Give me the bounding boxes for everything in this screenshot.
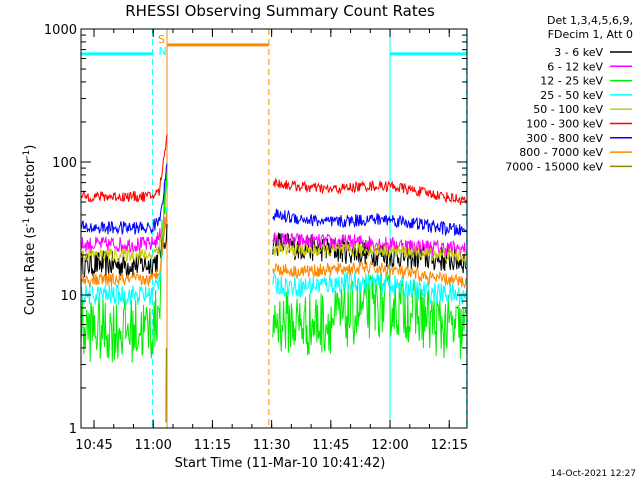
legend-entry: 50 - 100 keV: [533, 103, 632, 116]
y-tick-label: 100: [52, 156, 77, 171]
chart-title: RHESSI Observing Summary Count Rates: [125, 2, 435, 20]
legend-entry: 25 - 50 keV: [540, 89, 632, 102]
series-line: [80, 216, 467, 257]
legend-header-2: FDecim 1, Att 0: [548, 28, 633, 41]
y-tick-label: 10: [60, 289, 77, 304]
series-line: [80, 207, 467, 307]
series-line: [80, 211, 467, 263]
x-tick-label: 11:45: [312, 438, 349, 453]
x-tick-label: 11:00: [134, 438, 171, 453]
legend-header-1: Det 1,3,4,5,6,9,: [547, 14, 633, 27]
legend-label: 25 - 50 keV: [540, 89, 603, 102]
axes: [80, 28, 468, 429]
plot-frame: [80, 28, 468, 429]
y-tick-label: 1000: [44, 23, 77, 38]
y-axis-label-sup1: -1: [22, 218, 32, 227]
series-line: [80, 172, 467, 363]
legend-label: 100 - 300 keV: [526, 118, 603, 131]
series-line: [80, 163, 467, 237]
y-axis-label-sup2: -1: [22, 150, 32, 159]
x-axis-label: Start Time (11-Mar-10 10:41:42): [175, 456, 386, 471]
x-tick-label: 12:00: [371, 438, 408, 453]
x-ticks: 10:45 11:00 11:15 11:30 11:45 12:00 12:15: [75, 29, 468, 453]
x-tick-label: 11:30: [253, 438, 290, 453]
x-tick-label: 12:15: [431, 438, 468, 453]
legend-label: 12 - 25 keV: [540, 75, 603, 88]
saa-marker-label: S: [158, 33, 165, 46]
series-line: [80, 212, 467, 289]
legend-label: 300 - 800 keV: [526, 132, 603, 145]
y-axis-label-main: Count Rate (s: [23, 227, 38, 316]
y-axis-label-end: ): [23, 145, 38, 150]
y-ticks: 1 10 100 1000: [44, 23, 467, 437]
legend: Det 1,3,4,5,6,9, FDecim 1, Att 0 3 - 6 k…: [505, 14, 633, 173]
legend-entry: 3 - 6 keV: [554, 46, 632, 59]
night-marker-label: N: [158, 45, 166, 58]
footer-date: 14-Oct-2021 12:27: [551, 469, 636, 479]
legend-entry: 12 - 25 keV: [540, 75, 632, 88]
x-tick-label: 10:45: [75, 438, 112, 453]
legend-entry: 300 - 800 keV: [526, 132, 632, 145]
legend-label: 800 - 7000 keV: [519, 146, 603, 159]
legend-entry: 7000 - 15000 keV: [505, 160, 632, 173]
x-tick-label: 11:15: [194, 438, 231, 453]
series-group: [80, 134, 467, 423]
y-tick-label: 1: [69, 422, 77, 437]
legend-label: 50 - 100 keV: [533, 103, 603, 116]
legend-entry: 800 - 7000 keV: [519, 146, 632, 159]
y-axis-label-mid: detector: [23, 158, 38, 218]
legend-label: 7000 - 15000 keV: [505, 160, 603, 173]
series-line: [80, 134, 467, 206]
legend-entry: 100 - 300 keV: [526, 118, 632, 131]
legend-entry: 6 - 12 keV: [547, 60, 632, 73]
legend-label: 3 - 6 keV: [554, 46, 603, 59]
y-axis-label: Count Rate (s-1 detector-1): [22, 145, 38, 316]
legend-label: 6 - 12 keV: [547, 60, 603, 73]
